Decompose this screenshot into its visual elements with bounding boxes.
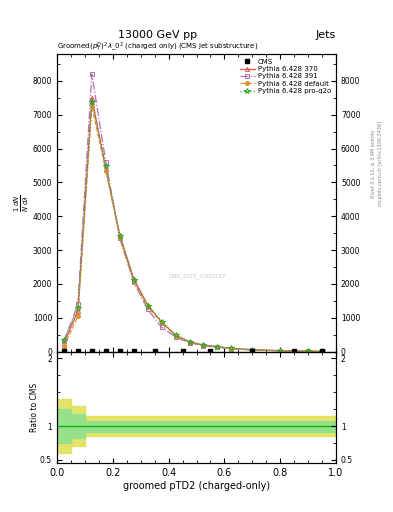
Pythia 6.428 pro-q2o bbox=[173, 332, 178, 338]
Pythia 6.428 370 bbox=[145, 302, 150, 308]
Line: Pythia 6.428 370: Pythia 6.428 370 bbox=[62, 96, 324, 354]
Pythia 6.428 pro-q2o bbox=[229, 345, 234, 351]
Pythia 6.428 default bbox=[201, 343, 206, 349]
Y-axis label: Ratio to CMS: Ratio to CMS bbox=[29, 383, 39, 432]
Pythia 6.428 370 bbox=[320, 348, 325, 354]
Y-axis label: $\frac{1}{N}\frac{dN}{d\lambda}$: $\frac{1}{N}\frac{dN}{d\lambda}$ bbox=[13, 194, 31, 211]
Pythia 6.428 391 bbox=[250, 347, 255, 353]
Pythia 6.428 370 bbox=[173, 332, 178, 338]
Pythia 6.428 370 bbox=[118, 232, 122, 238]
Pythia 6.428 370 bbox=[215, 344, 220, 350]
Pythia 6.428 370 bbox=[201, 342, 206, 348]
Pythia 6.428 391 bbox=[306, 348, 310, 354]
Pythia 6.428 pro-q2o bbox=[75, 305, 80, 311]
Text: mcplots.cern.ch [arXiv:1306.3436]: mcplots.cern.ch [arXiv:1306.3436] bbox=[378, 121, 383, 206]
CMS bbox=[250, 348, 255, 354]
Pythia 6.428 default bbox=[90, 103, 94, 109]
CMS bbox=[180, 348, 185, 354]
Pythia 6.428 default bbox=[159, 319, 164, 326]
Pythia 6.428 370 bbox=[250, 347, 255, 353]
Line: Pythia 6.428 default: Pythia 6.428 default bbox=[62, 104, 324, 353]
Pythia 6.428 370 bbox=[187, 338, 192, 345]
Pythia 6.428 391 bbox=[159, 324, 164, 330]
Pythia 6.428 370 bbox=[278, 348, 283, 354]
Text: Jets: Jets bbox=[316, 30, 336, 40]
Pythia 6.428 391 bbox=[62, 338, 66, 345]
Pythia 6.428 default bbox=[103, 167, 108, 174]
Text: 13000 GeV pp: 13000 GeV pp bbox=[118, 30, 197, 40]
Pythia 6.428 391 bbox=[187, 339, 192, 346]
Pythia 6.428 pro-q2o bbox=[103, 163, 108, 169]
CMS bbox=[152, 348, 157, 354]
Pythia 6.428 391 bbox=[278, 348, 283, 354]
Pythia 6.428 370 bbox=[131, 276, 136, 282]
Pythia 6.428 pro-q2o bbox=[187, 339, 192, 345]
Pythia 6.428 370 bbox=[62, 340, 66, 346]
Pythia 6.428 default bbox=[118, 234, 122, 240]
Pythia 6.428 default bbox=[75, 313, 80, 319]
Pythia 6.428 default bbox=[306, 348, 310, 354]
Pythia 6.428 391 bbox=[229, 346, 234, 352]
CMS bbox=[62, 348, 66, 354]
CMS bbox=[208, 348, 213, 354]
Pythia 6.428 default bbox=[229, 346, 234, 352]
Pythia 6.428 pro-q2o bbox=[118, 233, 122, 239]
CMS bbox=[75, 348, 80, 354]
Pythia 6.428 391 bbox=[320, 349, 325, 355]
Pythia 6.428 391 bbox=[173, 334, 178, 340]
Pythia 6.428 370 bbox=[159, 319, 164, 325]
Pythia 6.428 391 bbox=[90, 71, 94, 77]
Pythia 6.428 default bbox=[131, 278, 136, 284]
X-axis label: groomed pTD2 (charged-only): groomed pTD2 (charged-only) bbox=[123, 481, 270, 491]
Pythia 6.428 pro-q2o bbox=[159, 318, 164, 325]
Pythia 6.428 default bbox=[320, 349, 325, 355]
Pythia 6.428 pro-q2o bbox=[90, 99, 94, 105]
Line: CMS: CMS bbox=[62, 348, 325, 353]
Pythia 6.428 default bbox=[173, 333, 178, 339]
CMS bbox=[118, 348, 122, 354]
Pythia 6.428 default bbox=[250, 347, 255, 353]
Text: Groomed$(p_T^D)^2\lambda\_0^2$ (charged only) (CMS jet substructure): Groomed$(p_T^D)^2\lambda\_0^2$ (charged … bbox=[57, 40, 258, 54]
Pythia 6.428 370 bbox=[306, 348, 310, 354]
CMS bbox=[131, 348, 136, 354]
Pythia 6.428 pro-q2o bbox=[320, 348, 325, 354]
CMS bbox=[320, 348, 325, 354]
CMS bbox=[103, 348, 108, 354]
Pythia 6.428 pro-q2o bbox=[62, 337, 66, 343]
Pythia 6.428 391 bbox=[103, 159, 108, 165]
Pythia 6.428 391 bbox=[75, 301, 80, 307]
Legend: CMS, Pythia 6.428 370, Pythia 6.428 391, Pythia 6.428 default, Pythia 6.428 pro-: CMS, Pythia 6.428 370, Pythia 6.428 391,… bbox=[239, 57, 332, 96]
Pythia 6.428 default bbox=[215, 344, 220, 350]
Line: Pythia 6.428 pro-q2o: Pythia 6.428 pro-q2o bbox=[61, 99, 325, 354]
Pythia 6.428 default bbox=[145, 304, 150, 310]
Pythia 6.428 default bbox=[278, 348, 283, 354]
CMS bbox=[90, 348, 94, 354]
Text: Rivet 3.1.10, ≥ 3.4M events: Rivet 3.1.10, ≥ 3.4M events bbox=[371, 130, 376, 198]
Pythia 6.428 pro-q2o bbox=[215, 344, 220, 350]
Pythia 6.428 370 bbox=[229, 345, 234, 351]
Pythia 6.428 default bbox=[62, 344, 66, 350]
Pythia 6.428 391 bbox=[145, 306, 150, 312]
CMS bbox=[292, 348, 296, 354]
Line: Pythia 6.428 391: Pythia 6.428 391 bbox=[62, 72, 324, 353]
Pythia 6.428 pro-q2o bbox=[201, 342, 206, 348]
Pythia 6.428 pro-q2o bbox=[278, 348, 283, 354]
Pythia 6.428 391 bbox=[215, 345, 220, 351]
Pythia 6.428 370 bbox=[75, 308, 80, 314]
Pythia 6.428 370 bbox=[103, 166, 108, 172]
Pythia 6.428 391 bbox=[118, 235, 122, 241]
Pythia 6.428 pro-q2o bbox=[306, 348, 310, 354]
Pythia 6.428 370 bbox=[90, 95, 94, 101]
Pythia 6.428 391 bbox=[131, 279, 136, 285]
Pythia 6.428 pro-q2o bbox=[250, 347, 255, 353]
Pythia 6.428 default bbox=[187, 339, 192, 345]
Text: CMS_2021_I1920187: CMS_2021_I1920187 bbox=[169, 273, 226, 279]
Pythia 6.428 pro-q2o bbox=[131, 276, 136, 283]
Pythia 6.428 391 bbox=[201, 343, 206, 349]
Pythia 6.428 pro-q2o bbox=[145, 303, 150, 309]
